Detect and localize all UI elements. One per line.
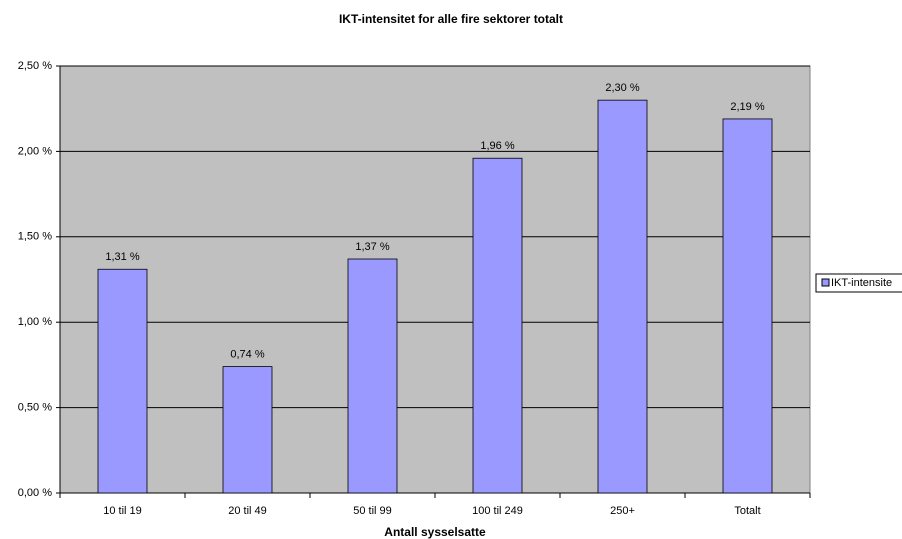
bar	[472, 157, 523, 494]
data-label: 1,31 %	[105, 251, 139, 263]
x-tick-label: 50 til 99	[353, 505, 392, 517]
x-tick-label: 100 til 249	[472, 505, 523, 517]
x-tick-label: Totalt	[734, 505, 760, 517]
y-tick-label: 0,00 %	[18, 487, 52, 499]
x-tick-label: 250+	[610, 505, 635, 517]
y-tick-label: 2,00 %	[18, 145, 52, 157]
chart-title: IKT-intensitet for alle fire sektorer to…	[339, 12, 563, 26]
y-tick-label: 0,50 %	[18, 402, 52, 414]
y-tick-label: 1,50 %	[18, 231, 52, 243]
y-tick-label: 2,50 %	[18, 60, 52, 72]
legend-label: IKT-intensite	[831, 277, 892, 289]
plot-area	[59, 65, 811, 494]
bar	[347, 258, 398, 494]
legend-box	[815, 273, 902, 293]
bar	[222, 366, 273, 494]
data-label: 0,74 %	[230, 349, 264, 361]
bar	[722, 118, 773, 494]
data-label: 2,30 %	[605, 82, 639, 94]
x-tick-label: 10 til 19	[103, 505, 142, 517]
y-tick-label: 1,00 %	[18, 316, 52, 328]
bar	[597, 99, 648, 494]
x-tick-label: 20 til 49	[228, 505, 267, 517]
data-label: 2,19 %	[730, 101, 764, 113]
x-axis-label: Antall sysselsatte	[384, 525, 486, 539]
bar	[97, 268, 148, 494]
data-label: 1,96 %	[480, 140, 514, 152]
data-label: 1,37 %	[355, 241, 389, 253]
legend-swatch	[821, 278, 830, 287]
